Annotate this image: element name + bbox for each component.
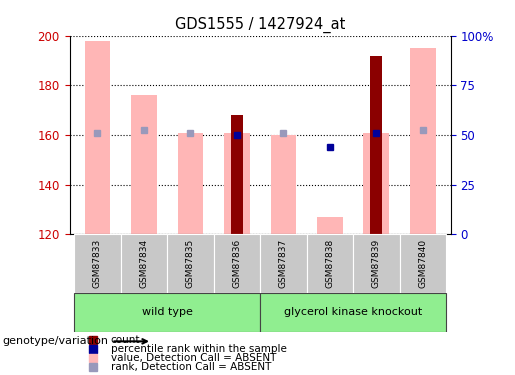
Text: value, Detection Call = ABSENT: value, Detection Call = ABSENT xyxy=(111,353,276,363)
Bar xyxy=(167,234,214,292)
Bar xyxy=(370,56,382,234)
Text: glycerol kinase knockout: glycerol kinase knockout xyxy=(284,307,422,317)
Bar xyxy=(231,115,243,234)
Text: count: count xyxy=(111,334,140,345)
Text: GSM87840: GSM87840 xyxy=(418,239,427,288)
Bar xyxy=(260,292,446,332)
Bar xyxy=(260,234,306,292)
Bar xyxy=(224,132,250,234)
Bar xyxy=(214,234,260,292)
Bar xyxy=(317,217,342,234)
Text: percentile rank within the sample: percentile rank within the sample xyxy=(111,344,287,354)
Bar xyxy=(364,132,389,234)
Text: GSM87834: GSM87834 xyxy=(140,239,148,288)
Bar xyxy=(400,234,446,292)
Bar xyxy=(178,132,203,234)
Bar xyxy=(74,292,260,332)
Text: GSM87838: GSM87838 xyxy=(325,239,334,288)
Text: GSM87837: GSM87837 xyxy=(279,239,288,288)
Bar xyxy=(84,40,110,234)
Text: GSM87835: GSM87835 xyxy=(186,239,195,288)
Text: rank, Detection Call = ABSENT: rank, Detection Call = ABSENT xyxy=(111,362,271,372)
Text: genotype/variation: genotype/variation xyxy=(3,336,147,346)
Bar xyxy=(121,234,167,292)
Text: wild type: wild type xyxy=(142,307,193,317)
Bar xyxy=(131,95,157,234)
Text: GSM87839: GSM87839 xyxy=(372,239,381,288)
Bar xyxy=(270,135,296,234)
Title: GDS1555 / 1427924_at: GDS1555 / 1427924_at xyxy=(175,16,345,33)
Bar xyxy=(353,234,400,292)
Bar xyxy=(410,48,436,234)
Bar xyxy=(74,234,121,292)
Text: GSM87836: GSM87836 xyxy=(232,239,242,288)
Bar xyxy=(306,234,353,292)
Text: GSM87833: GSM87833 xyxy=(93,239,102,288)
